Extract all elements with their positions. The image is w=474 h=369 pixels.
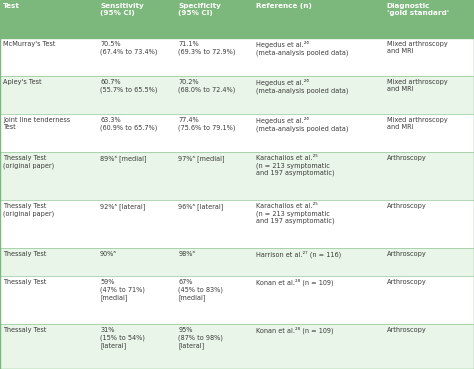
Text: Konan et al.²⁸ (n = 109): Konan et al.²⁸ (n = 109) <box>256 327 334 334</box>
Text: Arthroscopy: Arthroscopy <box>387 155 427 161</box>
Text: 95%
(87% to 98%)
[lateral]: 95% (87% to 98%) [lateral] <box>178 327 223 349</box>
Text: Mixed arthroscopy
and MRI: Mixed arthroscopy and MRI <box>387 41 447 54</box>
Text: 59%
(47% to 71%)
[medial]: 59% (47% to 71%) [medial] <box>100 279 145 301</box>
Text: Arthroscopy: Arthroscopy <box>387 203 427 209</box>
Bar <box>0 152 474 200</box>
Text: Specificity
(95% CI): Specificity (95% CI) <box>178 3 221 16</box>
Text: Hegedus et al.²⁶
(meta-analysis pooled data): Hegedus et al.²⁶ (meta-analysis pooled d… <box>256 79 349 94</box>
Text: Thessaly Test
(original paper): Thessaly Test (original paper) <box>3 155 54 169</box>
Text: Mixed arthroscopy
and MRI: Mixed arthroscopy and MRI <box>387 79 447 92</box>
Text: Diagnostic
'gold standard': Diagnostic 'gold standard' <box>387 3 449 16</box>
Text: 98%ᵃ: 98%ᵃ <box>178 251 195 257</box>
Text: 90%ᵃ: 90%ᵃ <box>100 251 117 257</box>
Text: Arthroscopy: Arthroscopy <box>387 251 427 257</box>
Bar <box>0 114 474 152</box>
Text: Arthroscopy: Arthroscopy <box>387 279 427 285</box>
Bar <box>0 200 474 248</box>
Text: Konan et al.²⁸ (n = 109): Konan et al.²⁸ (n = 109) <box>256 279 334 286</box>
Text: Mixed arthroscopy
and MRI: Mixed arthroscopy and MRI <box>387 117 447 130</box>
Text: Thessaly Test
(original paper): Thessaly Test (original paper) <box>3 203 54 217</box>
Bar <box>0 38 474 76</box>
Text: 96%ᵃ [lateral]: 96%ᵃ [lateral] <box>178 203 223 210</box>
Text: 31%
(15% to 54%)
[lateral]: 31% (15% to 54%) [lateral] <box>100 327 145 349</box>
Bar <box>0 76 474 114</box>
Text: Harrison et al.²⁷ (n = 116): Harrison et al.²⁷ (n = 116) <box>256 251 342 258</box>
Text: Hegedus et al.²⁶
(meta-analysis pooled data): Hegedus et al.²⁶ (meta-analysis pooled d… <box>256 117 349 132</box>
Bar <box>0 0 474 38</box>
Bar <box>0 324 474 369</box>
Text: Thessaly Test: Thessaly Test <box>3 279 46 285</box>
Text: Joint line tenderness
Test: Joint line tenderness Test <box>3 117 70 130</box>
Text: Sensitivity
(95% CI): Sensitivity (95% CI) <box>100 3 144 16</box>
Text: 92%ᵃ [lateral]: 92%ᵃ [lateral] <box>100 203 145 210</box>
Text: Test: Test <box>3 3 20 9</box>
Text: 77.4%
(75.6% to 79.1%): 77.4% (75.6% to 79.1%) <box>178 117 236 131</box>
Text: Reference (n): Reference (n) <box>256 3 312 9</box>
Text: McMurray's Test: McMurray's Test <box>3 41 55 47</box>
Text: 63.3%
(60.9% to 65.7%): 63.3% (60.9% to 65.7%) <box>100 117 157 131</box>
Text: 71.1%
(69.3% to 72.9%): 71.1% (69.3% to 72.9%) <box>178 41 236 55</box>
Bar <box>0 276 474 324</box>
Text: 70.5%
(67.4% to 73.4%): 70.5% (67.4% to 73.4%) <box>100 41 157 55</box>
Text: Karachalios et al.²⁵
(n = 213 symptomatic
and 197 asymptomatic): Karachalios et al.²⁵ (n = 213 symptomati… <box>256 155 335 176</box>
Text: Karachalios et al.²⁵
(n = 213 symptomatic
and 197 asymptomatic): Karachalios et al.²⁵ (n = 213 symptomati… <box>256 203 335 224</box>
Text: 70.2%
(68.0% to 72.4%): 70.2% (68.0% to 72.4%) <box>178 79 236 93</box>
Text: Thessaly Test: Thessaly Test <box>3 327 46 333</box>
Text: 60.7%
(55.7% to 65.5%): 60.7% (55.7% to 65.5%) <box>100 79 157 93</box>
Text: Thessaly Test: Thessaly Test <box>3 251 46 257</box>
Text: Apley's Test: Apley's Test <box>3 79 41 85</box>
Bar <box>0 248 474 276</box>
Text: 97%ᵃ [medial]: 97%ᵃ [medial] <box>178 155 225 162</box>
Text: Hegedus et al.²⁶
(meta-analysis pooled data): Hegedus et al.²⁶ (meta-analysis pooled d… <box>256 41 349 56</box>
Text: 67%
(45% to 83%)
[medial]: 67% (45% to 83%) [medial] <box>178 279 223 301</box>
Text: Arthroscopy: Arthroscopy <box>387 327 427 333</box>
Text: 89%ᵃ [medial]: 89%ᵃ [medial] <box>100 155 146 162</box>
